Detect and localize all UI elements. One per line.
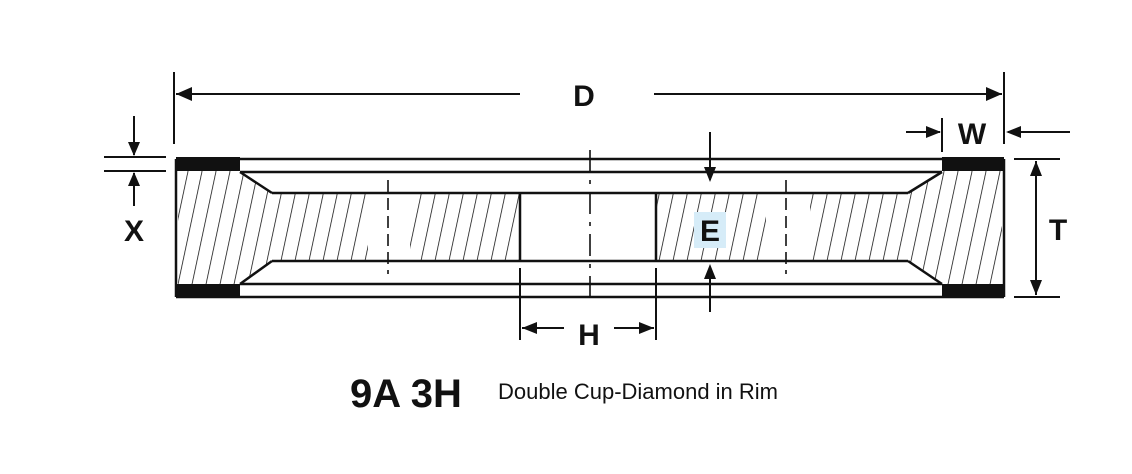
label-e-highlight bbox=[694, 212, 726, 248]
dimension-x: X bbox=[104, 116, 166, 248]
label-h: H bbox=[578, 319, 600, 352]
rim-bottom-left bbox=[176, 284, 240, 298]
rim-top-right bbox=[942, 157, 1004, 171]
diamond-rims bbox=[176, 157, 1004, 298]
label-e: E bbox=[700, 215, 720, 248]
dimension-w: W bbox=[906, 118, 1070, 152]
dimension-e: E bbox=[694, 132, 726, 312]
wheel-type-description: Double Cup-Diamond in Rim bbox=[498, 379, 778, 404]
rim-top-left bbox=[176, 157, 240, 171]
dimension-d: D bbox=[173, 72, 1005, 144]
label-w: W bbox=[958, 118, 987, 151]
caption: 9A 3H Double Cup-Diamond in Rim bbox=[350, 372, 778, 416]
center-lines bbox=[387, 150, 787, 302]
dimension-h: H bbox=[519, 268, 657, 352]
hatched-sections bbox=[178, 170, 1002, 286]
label-t: T bbox=[1049, 214, 1067, 247]
wheel-type-code: 9A 3H bbox=[350, 372, 462, 416]
label-d: D bbox=[573, 80, 595, 113]
rim-bottom-right bbox=[942, 284, 1004, 298]
dimension-t: T bbox=[1014, 158, 1067, 298]
label-x: X bbox=[124, 215, 144, 248]
